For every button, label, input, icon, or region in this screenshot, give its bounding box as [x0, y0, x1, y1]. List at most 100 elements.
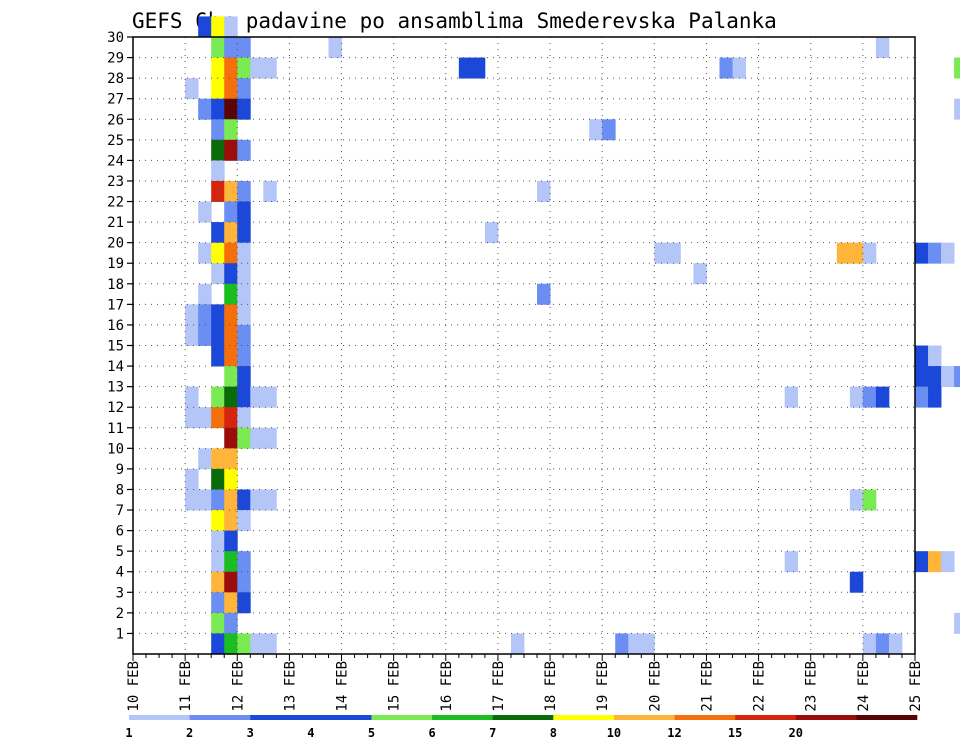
heatmap-cell	[928, 242, 942, 264]
heatmap-cell	[836, 242, 851, 264]
heatmap-cell	[237, 510, 251, 531]
x-tick-label: 10 FEB	[126, 661, 142, 712]
heatmap-cell	[224, 489, 238, 511]
heatmap-cell	[198, 201, 212, 223]
x-tick-label: 22 FEB	[752, 661, 768, 712]
colorbar-segment	[613, 715, 675, 720]
heatmap-cell	[862, 489, 877, 511]
heatmap-cell	[211, 263, 225, 285]
heatmap-cell	[224, 304, 238, 326]
heatmap-cell	[628, 633, 642, 655]
colorbar-segment	[129, 715, 190, 720]
heatmap-cell	[784, 386, 799, 408]
heatmap-cell	[211, 222, 225, 244]
heatmap-cell	[471, 57, 486, 79]
heatmap-cell	[862, 633, 877, 655]
colorbar-segment	[250, 715, 312, 720]
heatmap-cell	[211, 16, 225, 38]
y-tick-label: 25	[107, 133, 124, 149]
y-tick-label: 9	[116, 462, 124, 478]
heatmap-cell	[615, 633, 629, 655]
heatmap-cell	[928, 345, 942, 367]
x-axis: 10 FEB 11 FEB 12 FEB 13 FEB 14 FEB 15 FEB 16 F…	[126, 654, 924, 712]
heatmap-cell	[849, 386, 864, 408]
heatmap-cell	[224, 57, 238, 79]
heatmap-cell	[224, 180, 238, 202]
y-tick-label: 4	[116, 565, 124, 581]
heatmap-cell	[224, 98, 238, 120]
heatmap-cell	[602, 119, 616, 141]
heatmap-cell	[185, 386, 199, 408]
y-tick-label: 13	[107, 380, 124, 396]
heatmap-cell	[185, 324, 199, 346]
colorbar: 1 2 3 4 5 6 7 8 10 12 15 20	[125, 715, 918, 740]
heatmap-cell	[237, 571, 251, 593]
heatmap-cell	[237, 37, 251, 58]
heatmap-cell	[198, 242, 212, 264]
y-tick-label: 26	[107, 112, 124, 128]
colorbar-segment	[735, 715, 797, 720]
y-axis: 1234567891011121314151617181920212223242…	[107, 30, 133, 642]
heatmap-cell	[237, 427, 251, 449]
heatmap-cell	[654, 242, 668, 264]
heatmap-cell	[211, 119, 225, 141]
heatmap-cell	[224, 510, 238, 531]
heatmap-cell	[263, 427, 277, 449]
heatmap-cell	[237, 263, 251, 285]
heatmap-cell	[198, 283, 212, 305]
heatmap-cell	[915, 551, 929, 573]
y-tick-label: 24	[107, 153, 124, 169]
heatmap-cell	[211, 324, 225, 346]
colorbar-label: 20	[789, 726, 803, 740]
heatmap-cell	[224, 551, 238, 573]
heatmap-cell	[224, 633, 238, 655]
heatmap-cell	[185, 78, 199, 100]
heatmap-cell	[693, 263, 707, 285]
heatmap-cell	[237, 222, 251, 244]
heatmap-cell	[224, 592, 238, 614]
heatmap-cell	[849, 242, 864, 264]
heatmap-cell	[263, 180, 277, 202]
y-tick-label: 1	[116, 626, 124, 642]
y-tick-label: 10	[107, 441, 124, 457]
heatmap-cell	[198, 304, 212, 326]
y-tick-label: 11	[107, 421, 124, 437]
heatmap-cell	[211, 98, 225, 120]
heatmap-cell	[211, 242, 225, 264]
heatmap-cell	[237, 283, 251, 305]
y-tick-label: 29	[107, 51, 124, 67]
heatmap-cell	[941, 242, 955, 264]
colorbar-segment	[856, 715, 918, 720]
y-tick-label: 5	[116, 544, 124, 560]
heatmap-cell	[941, 366, 955, 388]
heatmap-cell	[224, 283, 238, 305]
colorbar-label: 10	[607, 726, 621, 740]
heatmap-cell	[915, 345, 929, 367]
heatmap-cell	[928, 386, 942, 408]
heatmap-cell	[224, 612, 238, 634]
y-tick-label: 12	[107, 400, 124, 416]
heatmap-cell	[211, 633, 225, 655]
heatmap-cell	[224, 78, 238, 100]
heatmap-cell	[954, 366, 960, 388]
heatmap-cell	[263, 386, 277, 408]
x-tick-label: 14 FEB	[335, 661, 351, 712]
heatmap-cell	[211, 57, 225, 79]
heatmap-cell	[954, 98, 960, 120]
heatmap-cell	[211, 407, 225, 429]
heatmap-cell	[185, 304, 199, 326]
heatmap-cell	[198, 98, 212, 120]
heatmap-cell	[211, 78, 225, 100]
heatmap-cell	[198, 16, 212, 38]
heatmap-cell	[211, 510, 225, 531]
colorbar-segment	[492, 715, 554, 720]
heatmap-cell	[875, 633, 890, 655]
colorbar-segment	[310, 715, 372, 720]
x-tick-label: 19 FEB	[595, 661, 611, 712]
heatmap-cell	[237, 489, 251, 511]
heatmap-cell	[263, 633, 277, 655]
heatmap-cell	[941, 551, 955, 573]
heatmap-cell	[641, 633, 655, 655]
heatmap-cell	[224, 345, 238, 367]
heatmap-cell	[224, 324, 238, 346]
